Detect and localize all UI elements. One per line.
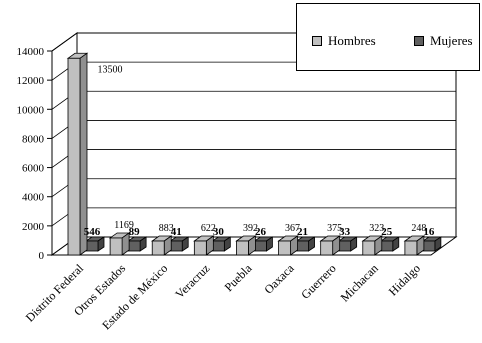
- y-tick-label: 0: [39, 250, 45, 262]
- legend-label-hombres: Hombres: [328, 33, 376, 48]
- x-tick-label: Michacan: [338, 261, 381, 304]
- data-label-mujeres: 33: [339, 226, 351, 238]
- bar-hombres-michacan: [361, 235, 384, 256]
- data-label-mujeres: 30: [213, 226, 225, 238]
- bar-hombres-estado-de-mexico: [150, 235, 173, 256]
- bar-mujeres-oaxaca: [295, 236, 316, 252]
- x-tick-label: Guerrero: [298, 261, 339, 302]
- bar-hombres-distrito-federal: [66, 52, 89, 256]
- legend-swatch-hombres: [312, 36, 322, 46]
- data-label-mujeres: 89: [129, 226, 141, 238]
- y-tick-label: 6000: [22, 163, 45, 175]
- bar-hombres-hidalgo: [403, 235, 426, 256]
- y-tick-label: 14000: [17, 46, 45, 58]
- x-tick-label: Veracruz: [172, 261, 212, 301]
- data-label-hombres: 323: [369, 223, 384, 234]
- data-label-hombres: 367: [285, 223, 300, 234]
- data-label-hombres: 13500: [98, 64, 123, 75]
- bar-hombres-guerrero: [319, 235, 341, 256]
- y-tick-label: 10000: [17, 104, 45, 116]
- data-label-mujeres: 21: [297, 226, 308, 238]
- legend-swatch-mujeres: [414, 36, 424, 46]
- bar-mujeres-guerrero: [337, 236, 358, 252]
- y-tick-label: 4000: [22, 192, 45, 204]
- bar-mujeres-michacan: [379, 236, 401, 252]
- bar-hombres-otros-estados: [108, 232, 131, 256]
- legend: Hombres Mujeres: [296, 3, 480, 71]
- y-tick-label: 12000: [17, 75, 45, 87]
- data-label-hombres: 622: [201, 223, 216, 234]
- data-label-hombres: 248: [411, 223, 426, 234]
- data-label-mujeres: 25: [381, 226, 393, 238]
- x-tick-label: Hidalgo: [386, 261, 423, 298]
- data-label-hombres: 375: [327, 223, 342, 234]
- data-label-mujeres: 546: [84, 226, 101, 238]
- bar-mujeres-otros-estados: [126, 236, 148, 252]
- legend-item-hombres: Hombres: [312, 33, 376, 49]
- bar-hombres-puebla: [235, 235, 257, 256]
- bar-mujeres-distrito-federal: [84, 236, 106, 252]
- data-label-hombres: 1169: [114, 220, 134, 231]
- legend-label-mujeres: Mujeres: [430, 33, 473, 48]
- data-label-mujeres: 16: [423, 226, 435, 238]
- bar-mujeres-puebla: [253, 236, 274, 252]
- y-tick-label: 2000: [22, 221, 45, 233]
- x-tick-label: Puebla: [222, 261, 255, 294]
- bar-hombres-oaxaca: [277, 235, 299, 256]
- bar-mujeres-veracruz: [211, 236, 232, 252]
- data-label-mujeres: 26: [255, 226, 267, 238]
- bar-hombres-veracruz: [193, 235, 215, 256]
- bar-mujeres-hidalgo: [421, 236, 443, 252]
- data-label-mujeres: 41: [171, 226, 182, 238]
- data-label-hombres: 392: [243, 223, 258, 234]
- data-label-hombres: 883: [159, 223, 174, 234]
- bar-mujeres-estado-de-mexico: [168, 236, 190, 252]
- x-tick-label: Oaxaca: [261, 261, 297, 297]
- y-tick-label: 8000: [22, 133, 45, 145]
- legend-item-mujeres: Mujeres: [414, 33, 473, 49]
